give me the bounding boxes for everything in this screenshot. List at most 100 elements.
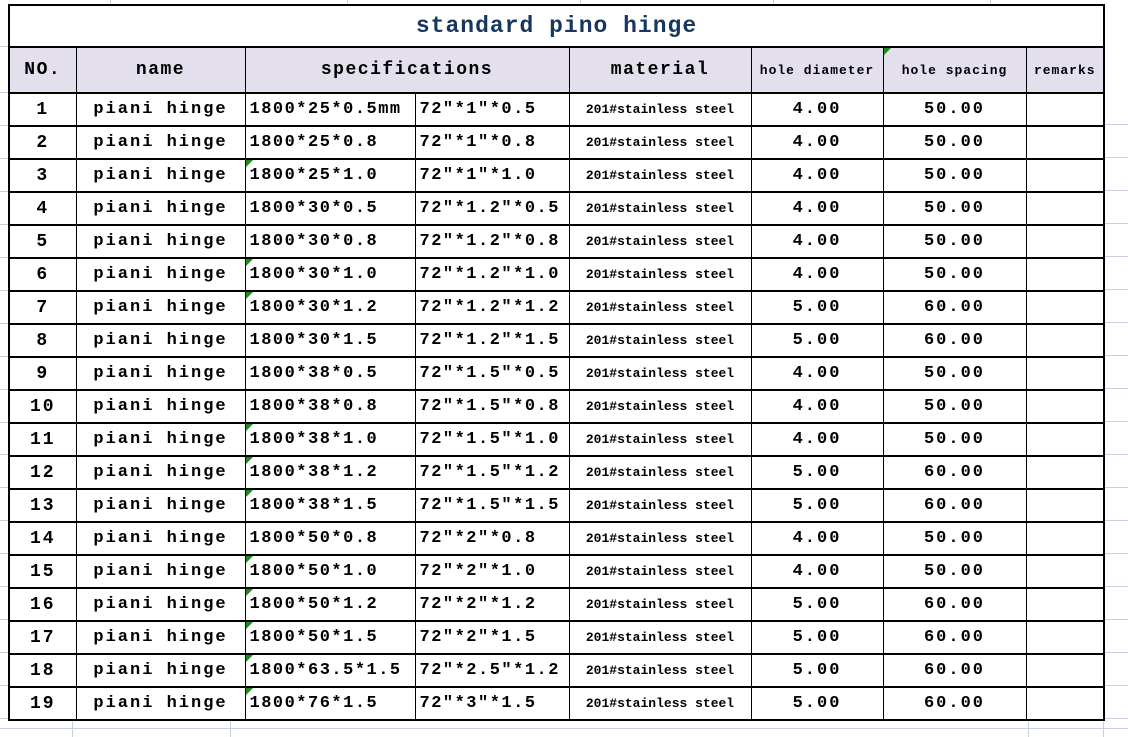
cell-hole-spacing[interactable]: 50.00 bbox=[882, 92, 1027, 127]
header-no[interactable]: NO. bbox=[8, 46, 77, 94]
cell-name[interactable]: piani hinge bbox=[75, 587, 246, 622]
cell-spec-mm[interactable]: 1800*50*1.0 bbox=[244, 554, 416, 589]
cell-no[interactable]: 5 bbox=[8, 224, 77, 259]
cell-no[interactable]: 3 bbox=[8, 158, 77, 193]
cell-spec-mm[interactable]: 1800*38*0.8 bbox=[244, 389, 416, 424]
cell-no[interactable]: 8 bbox=[8, 323, 77, 358]
cell-no[interactable]: 15 bbox=[8, 554, 77, 589]
cell-material[interactable]: 201#stainless steel bbox=[568, 257, 752, 292]
cell-spec-mm[interactable]: 1800*30*0.5 bbox=[244, 191, 416, 226]
cell-remarks[interactable] bbox=[1025, 422, 1105, 457]
cell-spec-mm[interactable]: 1800*30*1.5 bbox=[244, 323, 416, 358]
cell-no[interactable]: 9 bbox=[8, 356, 77, 391]
cell-hole-spacing[interactable]: 60.00 bbox=[882, 455, 1027, 490]
cell-remarks[interactable] bbox=[1025, 488, 1105, 523]
cell-no[interactable]: 12 bbox=[8, 455, 77, 490]
cell-hole-diameter[interactable]: 5.00 bbox=[750, 587, 884, 622]
header-specifications[interactable]: specifications bbox=[244, 46, 570, 94]
cell-material[interactable]: 201#stainless steel bbox=[568, 356, 752, 391]
cell-spec-mm[interactable]: 1800*38*1.0 bbox=[244, 422, 416, 457]
cell-hole-diameter[interactable]: 4.00 bbox=[750, 356, 884, 391]
cell-name[interactable]: piani hinge bbox=[75, 488, 246, 523]
sheet-title-cell[interactable]: standard pino hinge bbox=[8, 4, 1105, 48]
cell-name[interactable]: piani hinge bbox=[75, 422, 246, 457]
cell-hole-diameter[interactable]: 5.00 bbox=[750, 620, 884, 655]
cell-no[interactable]: 7 bbox=[8, 290, 77, 325]
cell-spec-in[interactable]: 72″*3″*1.5 bbox=[414, 686, 570, 721]
cell-spec-in[interactable]: 72″*1.2″*1.0 bbox=[414, 257, 570, 292]
cell-hole-diameter[interactable]: 4.00 bbox=[750, 92, 884, 127]
cell-material[interactable]: 201#stainless steel bbox=[568, 389, 752, 424]
header-hole-diameter[interactable]: hole diameter bbox=[750, 46, 884, 94]
cell-spec-mm[interactable]: 1800*25*0.5mm bbox=[244, 92, 416, 127]
cell-remarks[interactable] bbox=[1025, 587, 1105, 622]
cell-spec-in[interactable]: 72″*1.2″*1.2 bbox=[414, 290, 570, 325]
cell-remarks[interactable] bbox=[1025, 125, 1105, 160]
cell-material[interactable]: 201#stainless steel bbox=[568, 191, 752, 226]
cell-spec-mm[interactable]: 1800*38*1.5 bbox=[244, 488, 416, 523]
cell-spec-in[interactable]: 72″*2″*0.8 bbox=[414, 521, 570, 556]
cell-remarks[interactable] bbox=[1025, 191, 1105, 226]
cell-no[interactable]: 13 bbox=[8, 488, 77, 523]
cell-no[interactable]: 11 bbox=[8, 422, 77, 457]
cell-spec-in[interactable]: 72″*1″*0.8 bbox=[414, 125, 570, 160]
header-remarks[interactable]: remarks bbox=[1025, 46, 1105, 94]
cell-no[interactable]: 18 bbox=[8, 653, 77, 688]
cell-name[interactable]: piani hinge bbox=[75, 224, 246, 259]
cell-remarks[interactable] bbox=[1025, 356, 1105, 391]
cell-name[interactable]: piani hinge bbox=[75, 290, 246, 325]
cell-hole-spacing[interactable]: 60.00 bbox=[882, 290, 1027, 325]
cell-name[interactable]: piani hinge bbox=[75, 125, 246, 160]
cell-hole-diameter[interactable]: 5.00 bbox=[750, 653, 884, 688]
cell-name[interactable]: piani hinge bbox=[75, 686, 246, 721]
cell-remarks[interactable] bbox=[1025, 686, 1105, 721]
cell-hole-diameter[interactable]: 4.00 bbox=[750, 422, 884, 457]
cell-no[interactable]: 6 bbox=[8, 257, 77, 292]
cell-spec-mm[interactable]: 1800*63.5*1.5 bbox=[244, 653, 416, 688]
cell-hole-spacing[interactable]: 50.00 bbox=[882, 521, 1027, 556]
cell-spec-mm[interactable]: 1800*25*0.8 bbox=[244, 125, 416, 160]
cell-hole-spacing[interactable]: 50.00 bbox=[882, 422, 1027, 457]
cell-name[interactable]: piani hinge bbox=[75, 521, 246, 556]
cell-hole-spacing[interactable]: 50.00 bbox=[882, 389, 1027, 424]
cell-material[interactable]: 201#stainless steel bbox=[568, 158, 752, 193]
cell-remarks[interactable] bbox=[1025, 224, 1105, 259]
cell-hole-spacing[interactable]: 60.00 bbox=[882, 587, 1027, 622]
cell-name[interactable]: piani hinge bbox=[75, 257, 246, 292]
cell-spec-in[interactable]: 72″*1.5″*0.8 bbox=[414, 389, 570, 424]
cell-hole-diameter[interactable]: 5.00 bbox=[750, 686, 884, 721]
cell-hole-diameter[interactable]: 4.00 bbox=[750, 191, 884, 226]
cell-spec-mm[interactable]: 1800*50*1.5 bbox=[244, 620, 416, 655]
cell-no[interactable]: 17 bbox=[8, 620, 77, 655]
cell-hole-spacing[interactable]: 50.00 bbox=[882, 257, 1027, 292]
cell-hole-spacing[interactable]: 60.00 bbox=[882, 323, 1027, 358]
cell-remarks[interactable] bbox=[1025, 620, 1105, 655]
cell-hole-diameter[interactable]: 4.00 bbox=[750, 554, 884, 589]
cell-spec-in[interactable]: 72″*1.5″*1.2 bbox=[414, 455, 570, 490]
cell-material[interactable]: 201#stainless steel bbox=[568, 620, 752, 655]
cell-name[interactable]: piani hinge bbox=[75, 554, 246, 589]
cell-hole-diameter[interactable]: 4.00 bbox=[750, 257, 884, 292]
cell-material[interactable]: 201#stainless steel bbox=[568, 587, 752, 622]
cell-material[interactable]: 201#stainless steel bbox=[568, 224, 752, 259]
cell-remarks[interactable] bbox=[1025, 257, 1105, 292]
cell-hole-diameter[interactable]: 5.00 bbox=[750, 323, 884, 358]
cell-hole-spacing[interactable]: 60.00 bbox=[882, 686, 1027, 721]
cell-remarks[interactable] bbox=[1025, 290, 1105, 325]
cell-hole-spacing[interactable]: 50.00 bbox=[882, 554, 1027, 589]
cell-no[interactable]: 1 bbox=[8, 92, 77, 127]
cell-spec-mm[interactable]: 1800*50*1.2 bbox=[244, 587, 416, 622]
cell-name[interactable]: piani hinge bbox=[75, 191, 246, 226]
cell-spec-in[interactable]: 72″*2″*1.2 bbox=[414, 587, 570, 622]
cell-no[interactable]: 16 bbox=[8, 587, 77, 622]
cell-hole-spacing[interactable]: 60.00 bbox=[882, 620, 1027, 655]
cell-remarks[interactable] bbox=[1025, 653, 1105, 688]
cell-hole-diameter[interactable]: 4.00 bbox=[750, 521, 884, 556]
cell-spec-mm[interactable]: 1800*25*1.0 bbox=[244, 158, 416, 193]
cell-spec-mm[interactable]: 1800*38*1.2 bbox=[244, 455, 416, 490]
cell-name[interactable]: piani hinge bbox=[75, 92, 246, 127]
cell-name[interactable]: piani hinge bbox=[75, 356, 246, 391]
cell-spec-in[interactable]: 72″*2″*1.5 bbox=[414, 620, 570, 655]
cell-spec-in[interactable]: 72″*1.2″*1.5 bbox=[414, 323, 570, 358]
cell-spec-in[interactable]: 72″*1.5″*1.5 bbox=[414, 488, 570, 523]
